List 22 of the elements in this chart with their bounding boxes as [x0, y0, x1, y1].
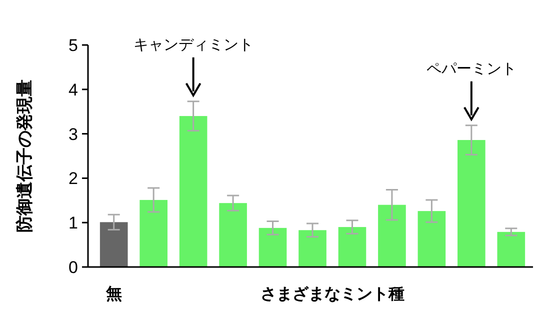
- y-axis-title: 防御遺伝子の発現量: [15, 80, 34, 232]
- annotation: ペパーミント: [426, 60, 516, 78]
- bar: [140, 200, 168, 267]
- y-tick-label: 5: [68, 36, 78, 55]
- bar: [338, 227, 366, 267]
- y-tick-label: 3: [68, 124, 78, 144]
- bar: [258, 228, 287, 267]
- bar: [298, 230, 326, 267]
- bar: [179, 116, 208, 267]
- bar: [418, 211, 446, 267]
- y-tick-label: 0: [68, 258, 78, 277]
- y-tick-label: 2: [68, 169, 78, 188]
- x-tick-label: 無: [104, 285, 122, 303]
- annotation: キャンディミント: [133, 36, 254, 54]
- y-tick-label: 4: [68, 80, 78, 100]
- y-tick-label: 1: [68, 214, 78, 233]
- bar: [100, 222, 128, 267]
- bar: [497, 232, 526, 267]
- bar: [219, 203, 247, 267]
- bar: [458, 140, 486, 267]
- bar: [378, 204, 406, 267]
- x-axis-title: さまざまなミント種: [260, 286, 404, 303]
